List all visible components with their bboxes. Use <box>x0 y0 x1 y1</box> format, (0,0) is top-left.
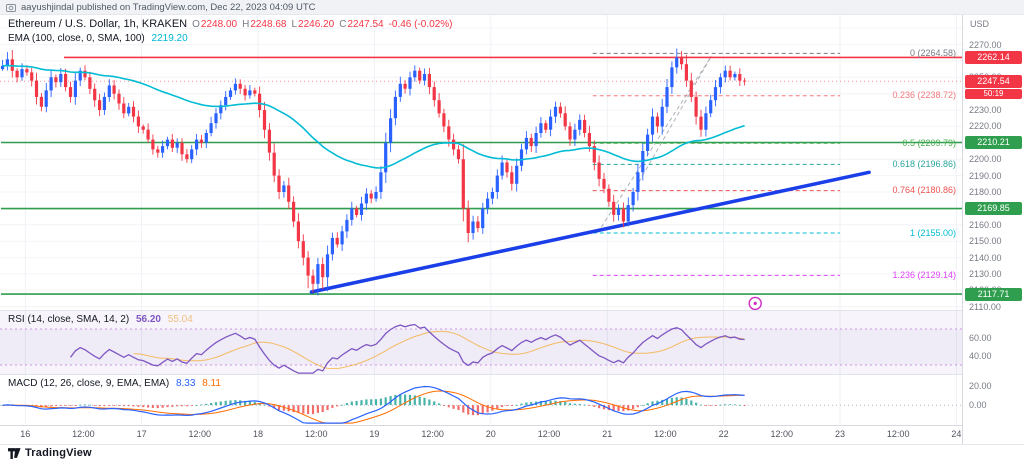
time-axis-label: 12:00 <box>654 429 677 439</box>
time-axis-label: 12:00 <box>886 429 910 439</box>
last-price-tag[interactable]: 2247.54 <box>965 74 1022 88</box>
macd-axis-label: 20.00 <box>969 381 992 392</box>
rsi-legend[interactable]: RSI (14, close, SMA, 14, 2) 56.20 55.04 <box>8 314 193 325</box>
rsi-value: 56.20 <box>135 314 161 325</box>
price-axis-label: 2180.00 <box>969 187 1002 197</box>
price-axis-label: 2150.00 <box>969 236 1002 247</box>
fib-guide-line[interactable] <box>638 55 712 183</box>
close-value: 2247.54 <box>347 19 384 30</box>
candles <box>1 48 747 296</box>
open-value: 2248.00 <box>200 19 238 30</box>
footer: TradingView <box>0 444 1024 461</box>
close-label: C <box>339 19 347 30</box>
support-price-tag[interactable]: 2117.71 <box>965 287 1022 301</box>
open-label: O <box>192 19 200 30</box>
rsi-ma-line <box>133 330 745 370</box>
price-axis-label: 2270.00 <box>969 39 1002 50</box>
time-axis-label: 22 <box>718 429 729 439</box>
macd-signal-line <box>2 390 745 424</box>
rsi-plot <box>0 323 962 374</box>
horizontal-lines[interactable] <box>0 56 962 295</box>
change-value: -0.46 (-0.02%) <box>388 19 453 30</box>
low-label: L <box>291 19 298 30</box>
price-axis[interactable]: USD 2270.002260.002250.002240.002230.002… <box>962 15 1024 444</box>
time-axis-label: 19 <box>369 429 380 439</box>
support-price-tag[interactable]: 2169.85 <box>965 202 1022 216</box>
trendline-drawing[interactable] <box>309 170 871 294</box>
publish-text: aayushjindal published on TradingView.co… <box>21 1 316 13</box>
price-axis-label: 2160.00 <box>969 219 1002 230</box>
price-axis-label: 2110.00 <box>969 301 1001 312</box>
time-axis-label: 18 <box>252 429 263 439</box>
macd-axis-label: 0.00 <box>969 400 987 411</box>
ema-value: 2219.20 <box>151 33 188 44</box>
time-axis-label: 17 <box>136 429 147 439</box>
high-value: 2248.68 <box>250 19 287 30</box>
trendline[interactable] <box>309 170 871 294</box>
rsi-background <box>0 311 962 374</box>
ema-legend[interactable]: EMA (100, close, 0, SMA, 100) 2219.20 <box>8 33 188 44</box>
chart-area[interactable]: Ethereum / U.S. Dollar, 1h, KRAKEN O2248.… <box>0 15 1024 444</box>
time-axis-label: 12:00 <box>188 429 212 439</box>
macd-line <box>2 385 745 424</box>
ema-title: EMA (100, close, 0, SMA, 100) <box>8 33 145 44</box>
price-axis-label: 2190.00 <box>969 170 1002 181</box>
rsi-axis-label: 60.00 <box>969 333 992 343</box>
high-label: H <box>242 19 250 30</box>
time-axis-label: 12:00 <box>770 429 794 439</box>
currency-label: USD <box>970 19 990 29</box>
price-axis-label: 2200.00 <box>969 154 1002 165</box>
macd-plot <box>0 385 962 424</box>
low-value: 2246.20 <box>298 19 335 30</box>
resistance-price-tag[interactable]: 2262.14 <box>965 50 1022 64</box>
macd-title: MACD (12, 26, close, 9, EMA, EMA) <box>8 378 170 389</box>
support-price-tag[interactable]: 2210.21 <box>965 136 1022 149</box>
time-axis-label: 12:00 <box>305 429 328 439</box>
ema-line <box>2 64 745 169</box>
camera-icon <box>6 3 16 12</box>
publish-bar: aayushjindal published on TradingView.co… <box>0 0 1024 15</box>
bar-countdown-tag[interactable]: 50:19 <box>965 88 1022 99</box>
price-axis-label: 2130.00 <box>969 268 1002 279</box>
price-axis-label: 2220.00 <box>969 121 1002 132</box>
macd-signal-value: 8.11 <box>202 378 221 389</box>
tradingview-logo-text[interactable]: TradingView <box>25 447 92 459</box>
symbol-legend[interactable]: Ethereum / U.S. Dollar, 1h, KRAKEN O2248.… <box>8 18 453 30</box>
tradingview-logo-icon[interactable] <box>8 447 21 459</box>
sticker[interactable] <box>748 296 762 311</box>
time-axis-label: 12:00 <box>421 429 444 439</box>
chart-canvas[interactable] <box>0 15 962 425</box>
ema-plot <box>2 64 745 169</box>
time-axis-label: 21 <box>602 429 613 439</box>
macd-legend[interactable]: MACD (12, 26, close, 9, EMA, EMA) 8.33 8… <box>8 378 221 389</box>
rsi-ma-value: 55.04 <box>167 314 193 325</box>
price-axis-label: 2230.00 <box>969 105 1002 116</box>
time-axis-label: 24 <box>951 429 962 439</box>
fib-retracement-drawing[interactable] <box>592 52 841 276</box>
rsi-axis-label: 40.00 <box>969 351 992 361</box>
rsi-title: RSI (14, close, SMA, 14, 2) <box>8 314 130 325</box>
rsi-line <box>69 323 745 374</box>
time-axis-label: 12:00 <box>537 429 561 439</box>
pane-separators <box>0 310 962 375</box>
macd-value: 8.33 <box>175 378 196 389</box>
price-axis-label: 2140.00 <box>969 252 1002 263</box>
time-axis[interactable]: 16 12:00 17 12:00 18 12:00 19 12:00 20 12:00 21 12:… <box>0 425 962 444</box>
time-axis-label: 23 <box>834 429 845 439</box>
time-axis-label: 12:00 <box>72 429 95 439</box>
symbol-title: Ethereum / U.S. Dollar, 1h, KRAKEN <box>8 18 188 30</box>
time-axis-label: 16 <box>20 429 31 439</box>
time-axis-label: 20 <box>485 429 496 439</box>
